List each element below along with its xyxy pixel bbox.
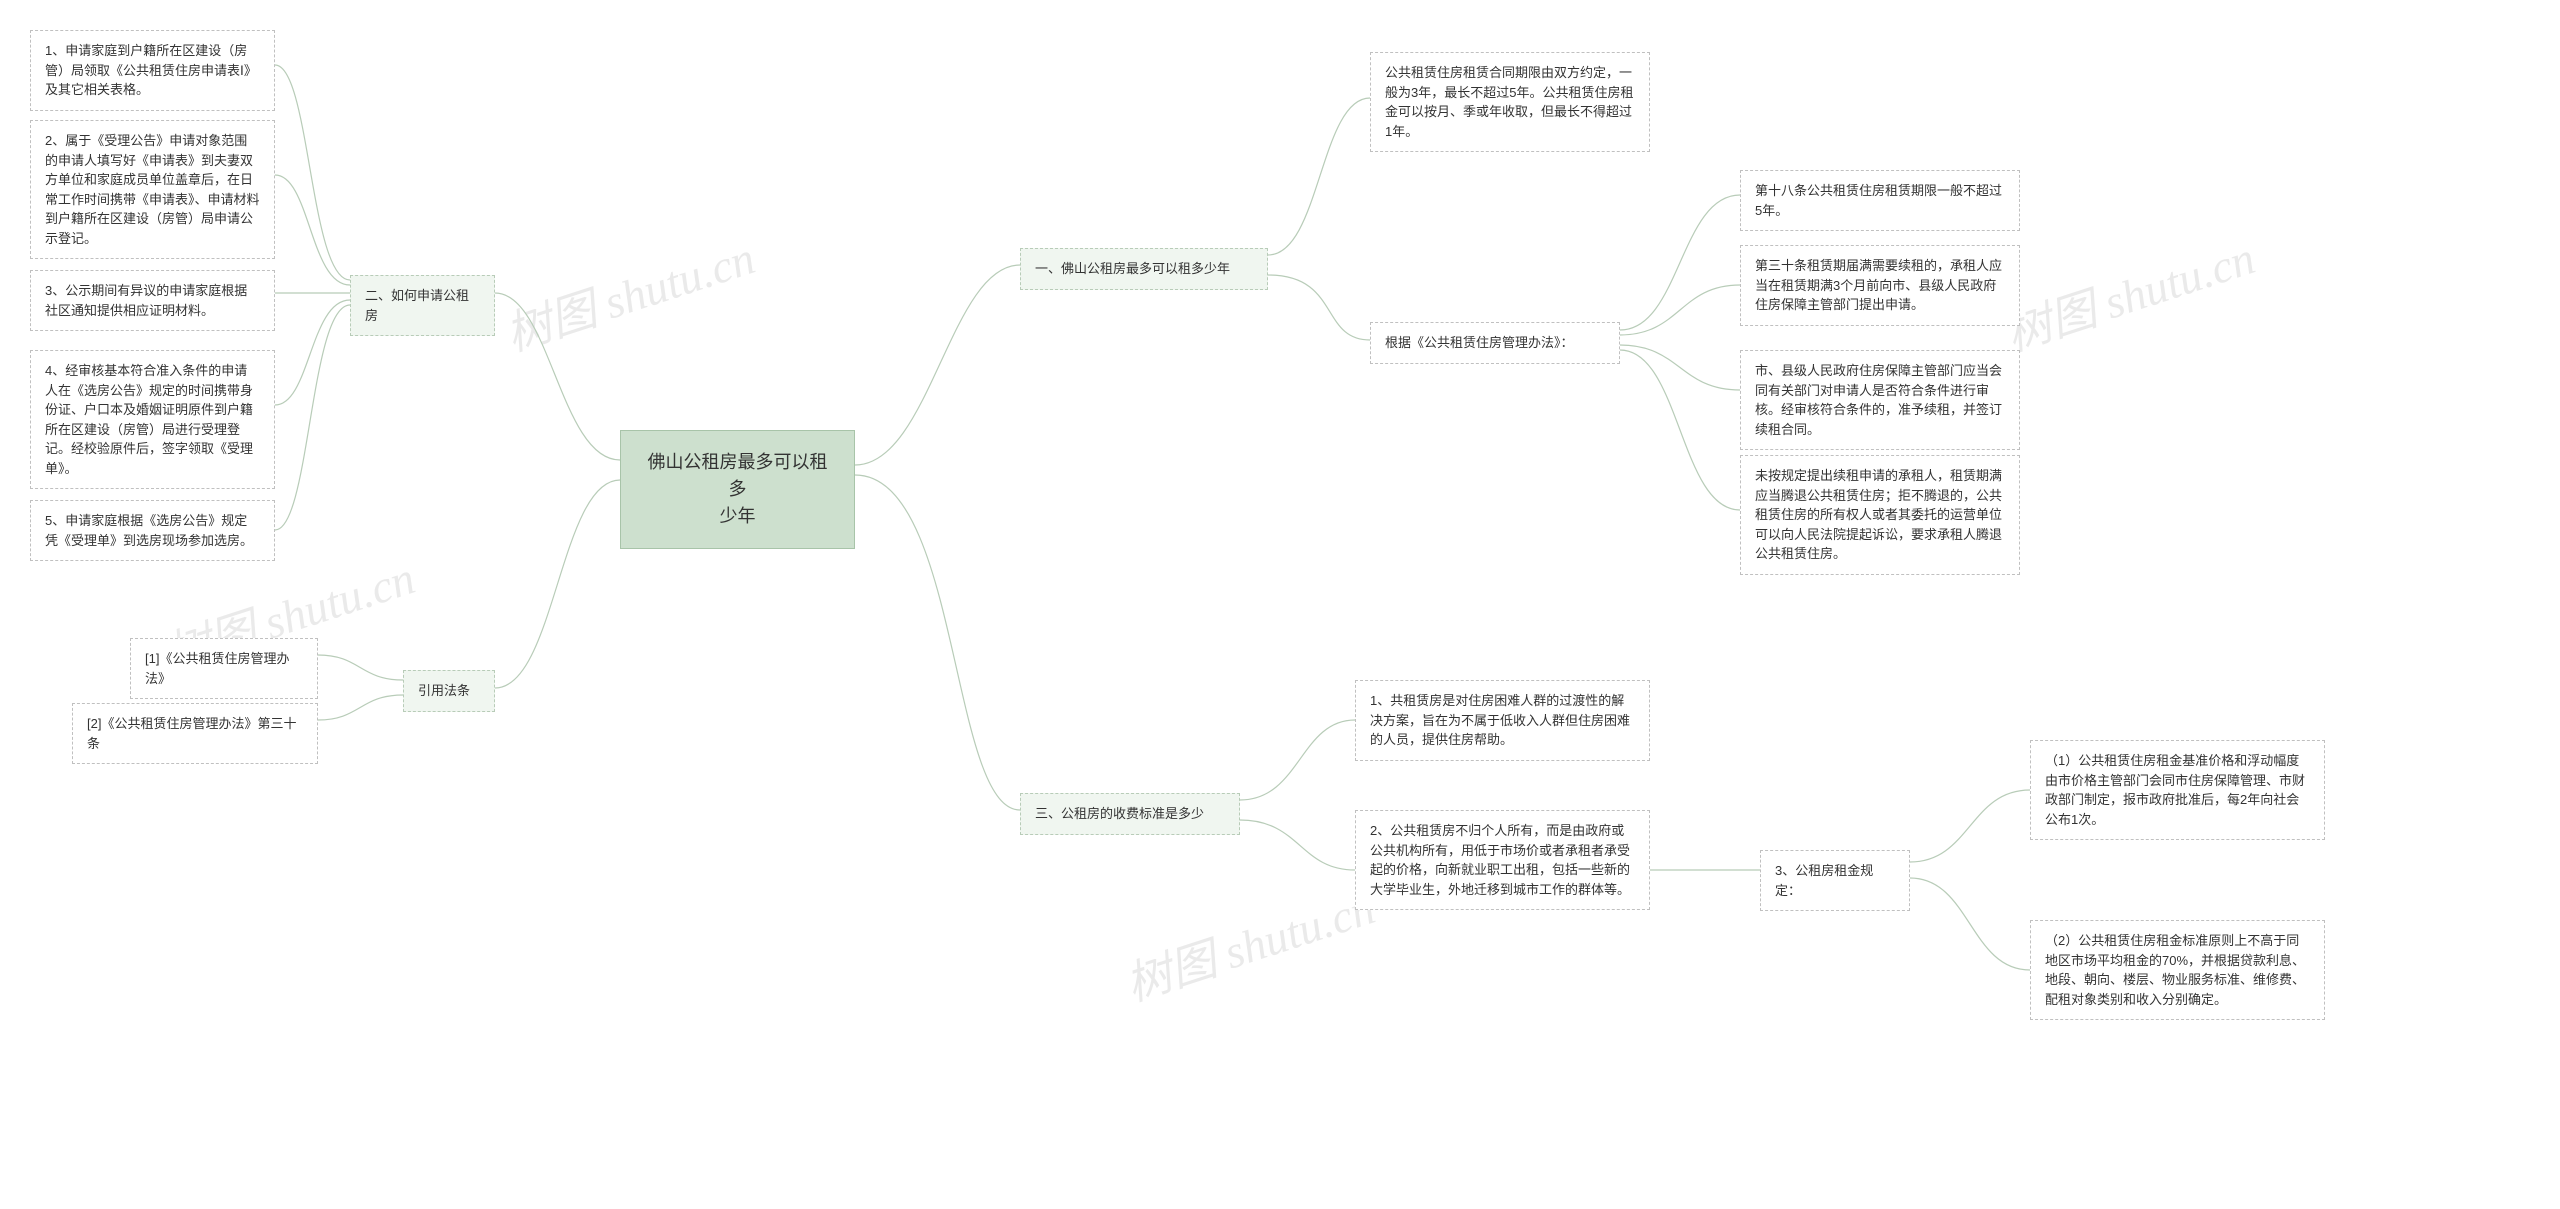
leaf-node: 未按规定提出续租申请的承租人，租赁期满应当腾退公共租赁住房；拒不腾退的，公共租赁… [1740,455,2020,575]
leaf-node: 2、属于《受理公告》申请对象范围的申请人填写好《申请表》到夫妻双方单位和家庭成员… [30,120,275,259]
mindmap-connectors [0,0,2560,1209]
leaf-node: 5、申请家庭根据《选房公告》规定凭《受理单》到选房现场参加选房。 [30,500,275,561]
leaf-node: 根据《公共租赁住房管理办法》： [1370,322,1620,364]
leaf-node: [1]《公共租赁住房管理办法》 [130,638,318,699]
leaf-node: 3、公租房租金规定： [1760,850,1910,911]
leaf-node: （1）公共租赁住房租金基准价格和浮动幅度由市价格主管部门会同市住房保障管理、市财… [2030,740,2325,840]
leaf-node: 1、共租赁房是对住房困难人群的过渡性的解决方案，旨在为不属于低收入人群但住房困难… [1355,680,1650,761]
branch-node: 引用法条 [403,670,495,712]
leaf-node: 2、公共租赁房不归个人所有，而是由政府或公共机构所有，用低于市场价或者承租者承受… [1355,810,1650,910]
leaf-node: 第三十条租赁期届满需要续租的，承租人应当在租赁期满3个月前向市、县级人民政府住房… [1740,245,2020,326]
branch-node: 一、佛山公租房最多可以租多少年 [1020,248,1268,290]
branch-node: 二、如何申请公租房 [350,275,495,336]
watermark: 树图 shutu.cn [1116,872,1382,1015]
leaf-node: 3、公示期间有异议的申请家庭根据社区通知提供相应证明材料。 [30,270,275,331]
leaf-node: 1、申请家庭到户籍所在区建设（房管）局领取《公共租赁住房申请表Ⅰ》及其它相关表格… [30,30,275,111]
watermark: 树图 shutu.cn [496,222,762,365]
leaf-node: 公共租赁住房租赁合同期限由双方约定，一般为3年，最长不超过5年。公共租赁住房租金… [1370,52,1650,152]
leaf-node: 市、县级人民政府住房保障主管部门应当会同有关部门对申请人是否符合条件进行审核。经… [1740,350,2020,450]
leaf-node: 4、经审核基本符合准入条件的申请人在《选房公告》规定的时间携带身份证、户口本及婚… [30,350,275,489]
watermark: 树图 shutu.cn [1996,222,2262,365]
leaf-node: [2]《公共租赁住房管理办法》第三十条 [72,703,318,764]
mindmap-center: 佛山公租房最多可以租多少年 [620,430,855,549]
leaf-node: 第十八条公共租赁住房租赁期限一般不超过5年。 [1740,170,2020,231]
leaf-node: （2）公共租赁住房租金标准原则上不高于同地区市场平均租金的70%，并根据贷款利息… [2030,920,2325,1020]
branch-node: 三、公租房的收费标准是多少 [1020,793,1240,835]
